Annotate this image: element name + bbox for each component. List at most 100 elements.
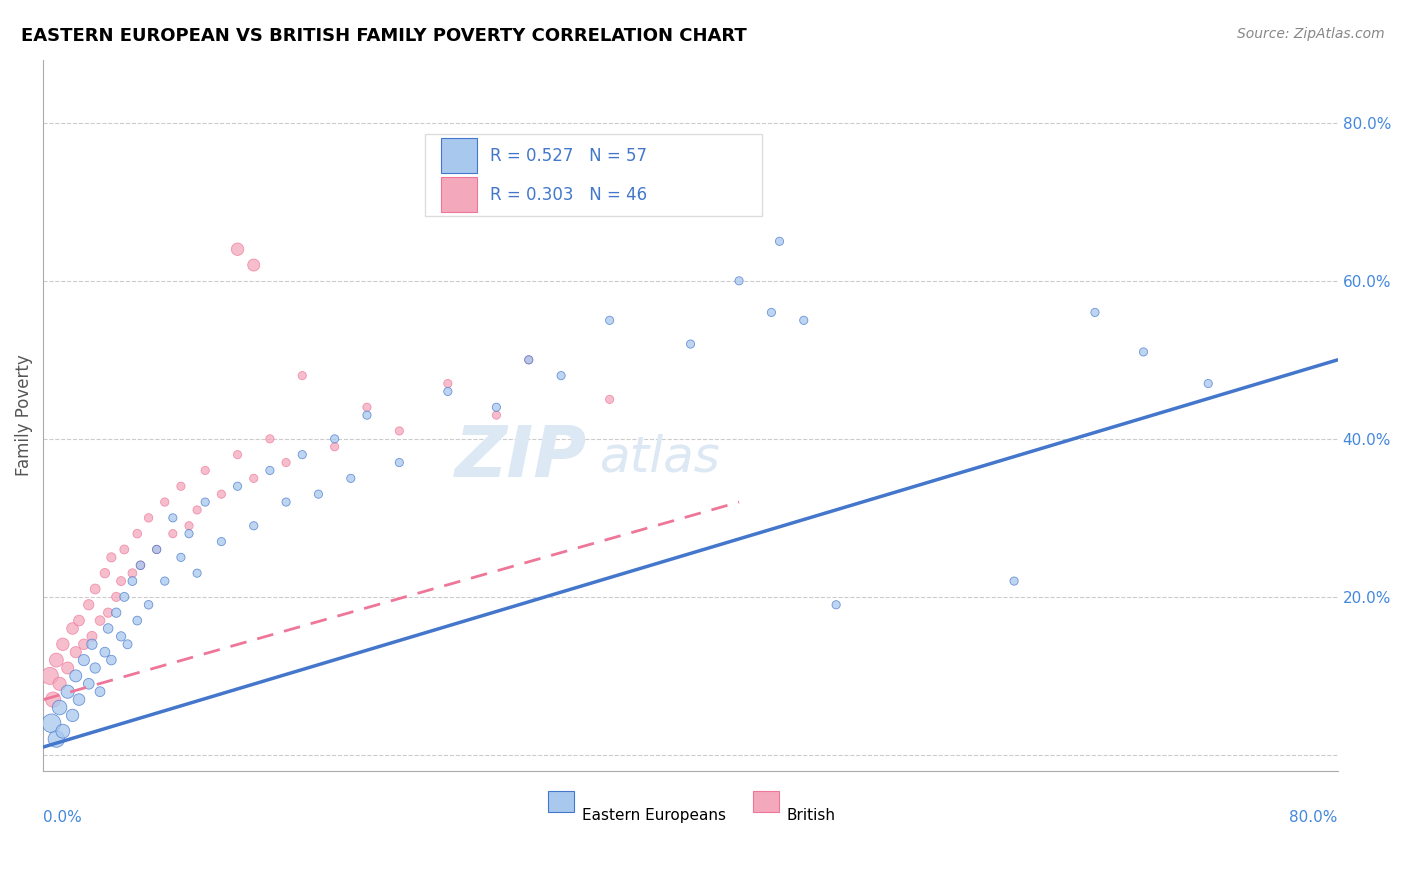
Text: Source: ZipAtlas.com: Source: ZipAtlas.com <box>1237 27 1385 41</box>
Point <box>121 574 143 588</box>
Point <box>186 503 208 517</box>
Point <box>56 661 79 675</box>
Point <box>52 724 75 739</box>
Point <box>679 337 702 351</box>
Point <box>291 368 314 383</box>
Y-axis label: Family Poverty: Family Poverty <box>15 354 32 476</box>
Point <box>100 550 122 565</box>
Text: R = 0.303   N = 46: R = 0.303 N = 46 <box>489 186 647 203</box>
Point <box>145 542 167 557</box>
Point <box>38 669 60 683</box>
Point <box>52 637 75 651</box>
Point <box>226 448 249 462</box>
Point <box>825 598 848 612</box>
Point <box>105 590 128 604</box>
Point <box>42 692 65 706</box>
Point <box>145 542 167 557</box>
Point <box>274 456 297 470</box>
Point <box>162 511 184 525</box>
Text: 0.0%: 0.0% <box>44 810 82 825</box>
Point <box>97 606 120 620</box>
Point <box>437 384 460 399</box>
Point <box>153 495 176 509</box>
Point <box>97 622 120 636</box>
Point <box>226 242 249 256</box>
Point <box>209 534 232 549</box>
Point <box>177 526 200 541</box>
Point <box>117 637 139 651</box>
Point <box>485 408 508 422</box>
Point <box>259 432 281 446</box>
Point <box>177 518 200 533</box>
Point <box>112 590 135 604</box>
Point <box>186 566 208 581</box>
Point <box>56 684 79 698</box>
Point <box>110 629 132 643</box>
Point <box>194 463 217 477</box>
Point <box>100 653 122 667</box>
FancyBboxPatch shape <box>425 135 762 216</box>
Bar <box>752 790 779 812</box>
Point <box>194 495 217 509</box>
Point <box>67 692 90 706</box>
Point <box>599 313 621 327</box>
Point <box>1002 574 1025 588</box>
Point <box>291 448 314 462</box>
Point <box>41 716 63 731</box>
Text: 80.0%: 80.0% <box>1289 810 1337 825</box>
Point <box>761 305 783 319</box>
Point <box>84 661 107 675</box>
Point <box>138 511 160 525</box>
Point <box>138 598 160 612</box>
Point <box>1197 376 1219 391</box>
Point <box>80 629 103 643</box>
Point <box>323 432 346 446</box>
Point <box>209 487 232 501</box>
Bar <box>548 790 574 812</box>
Text: ZIP: ZIP <box>454 424 586 492</box>
Point <box>77 598 100 612</box>
Point <box>121 566 143 581</box>
Point <box>105 606 128 620</box>
Point <box>89 684 111 698</box>
Point <box>153 574 176 588</box>
Point <box>550 368 572 383</box>
Point <box>129 558 152 573</box>
Point <box>45 653 67 667</box>
Point <box>356 408 378 422</box>
Point <box>65 645 87 659</box>
Point <box>517 352 540 367</box>
Point <box>356 401 378 415</box>
Point <box>80 637 103 651</box>
Point <box>485 401 508 415</box>
Point <box>62 622 84 636</box>
Point <box>62 708 84 723</box>
Point <box>259 463 281 477</box>
Point <box>77 677 100 691</box>
Point <box>170 550 193 565</box>
Bar <box>440 177 477 212</box>
Point <box>274 495 297 509</box>
Point <box>67 614 90 628</box>
Point <box>170 479 193 493</box>
Point <box>127 614 149 628</box>
Point <box>1084 305 1107 319</box>
Bar <box>440 138 477 173</box>
Point <box>307 487 329 501</box>
Point <box>112 542 135 557</box>
Point <box>73 653 96 667</box>
Point <box>793 313 815 327</box>
Point <box>84 582 107 596</box>
Point <box>242 518 264 533</box>
Point <box>242 258 264 272</box>
Text: R = 0.527   N = 57: R = 0.527 N = 57 <box>489 146 647 165</box>
Point <box>323 440 346 454</box>
Point <box>226 479 249 493</box>
Point <box>48 677 70 691</box>
Point <box>110 574 132 588</box>
Point <box>388 424 411 438</box>
Point <box>768 235 790 249</box>
Point <box>94 645 117 659</box>
Point <box>48 700 70 714</box>
Point <box>339 471 361 485</box>
